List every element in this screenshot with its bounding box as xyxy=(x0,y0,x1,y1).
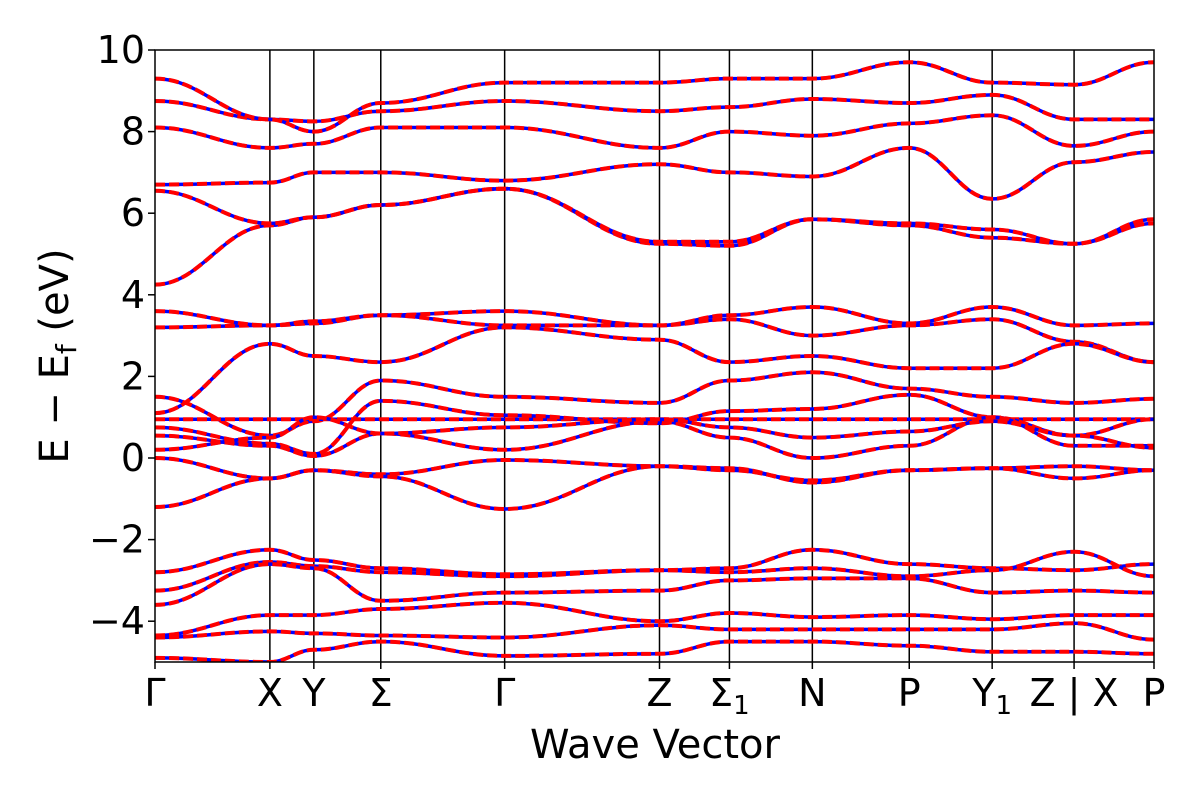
band-line-red-dashed xyxy=(155,370,1154,438)
band-line-red-dashed xyxy=(155,60,1154,134)
band-line-red-dashed xyxy=(155,325,1154,416)
band-line-red-dashed xyxy=(155,549,1154,593)
x-tick-label-text: Z xyxy=(646,671,672,715)
x-tick-label: Z xyxy=(646,671,672,715)
y-axis-ticks: 10 8 6 4 2 0 −2 −4 xyxy=(89,28,155,643)
x-tick-label-text: Γ xyxy=(494,671,515,715)
x-tick-label: Γ xyxy=(494,671,515,715)
band-line-red-dashed xyxy=(155,415,1154,461)
y-tick-label: 2 xyxy=(121,354,145,398)
x-axis-title: Wave Vector xyxy=(530,722,781,768)
y-tick-label: 10 xyxy=(97,28,145,72)
band-line-red-dashed xyxy=(155,621,1154,642)
band-line-red-dashed xyxy=(155,415,1154,452)
y-tick-label: 8 xyxy=(121,110,145,154)
band-line-red-dashed xyxy=(155,562,1154,607)
x-tick-label-text: Σ xyxy=(709,671,733,715)
y-tick-label: −4 xyxy=(89,599,145,643)
x-tick-label-text: P xyxy=(1143,671,1166,715)
band-line-red-dashed xyxy=(155,186,1154,246)
y-axis-title-main: E − E xyxy=(32,354,78,464)
x-tick-label: P xyxy=(898,671,921,715)
x-tick-label-text: Γ xyxy=(144,671,165,715)
x-tick-label: Y xyxy=(301,671,326,715)
band-line-red-dashed xyxy=(155,92,1154,124)
x-tick-label: N xyxy=(798,671,826,715)
y-axis-title-subscript: f xyxy=(50,343,83,354)
x-tick-label-text: Σ xyxy=(369,671,393,715)
y-tick-label: 4 xyxy=(121,273,145,317)
band-line-red-dashed xyxy=(155,464,1154,512)
y-axis-title: E − Ef (eV) xyxy=(32,248,83,463)
band-line-red-dashed xyxy=(155,304,1154,330)
x-tick-label-subscript: 1 xyxy=(995,691,1012,721)
y-axis-title-unit: (eV) xyxy=(32,248,78,344)
band-line-red-dashed xyxy=(155,145,1154,201)
x-tick-label-text: X xyxy=(257,671,283,715)
plot-frame xyxy=(154,49,1155,663)
x-tick-label-subscript: 1 xyxy=(733,691,750,721)
x-tick-label-text: Y xyxy=(971,671,996,715)
x-tick-label: Σ xyxy=(369,671,393,715)
band-series-group xyxy=(155,60,1154,662)
x-tick-label: P xyxy=(1143,671,1166,715)
x-tick-label-text: P xyxy=(898,671,921,715)
x-tick-label-text: Z | X xyxy=(1030,671,1119,716)
y-tick-label: −2 xyxy=(89,518,145,562)
band-line-red-dashed xyxy=(155,639,1154,662)
x-tick-label-text: Y xyxy=(301,671,326,715)
band-line-red-dashed xyxy=(155,113,1154,150)
x-tick-label: Γ xyxy=(144,671,165,715)
x-tick-label: X xyxy=(257,671,283,715)
x-tick-label: Y1 xyxy=(971,671,1012,721)
x-tick-label: Z | X xyxy=(1030,671,1119,716)
y-tick-label: 0 xyxy=(121,436,145,480)
band-line-red-dashed xyxy=(155,600,1154,638)
x-tick-label-text: N xyxy=(798,671,826,715)
band-line-red-dashed xyxy=(155,309,1154,365)
x-tick-label: Σ1 xyxy=(709,671,750,721)
y-tick-label: 6 xyxy=(121,191,145,235)
